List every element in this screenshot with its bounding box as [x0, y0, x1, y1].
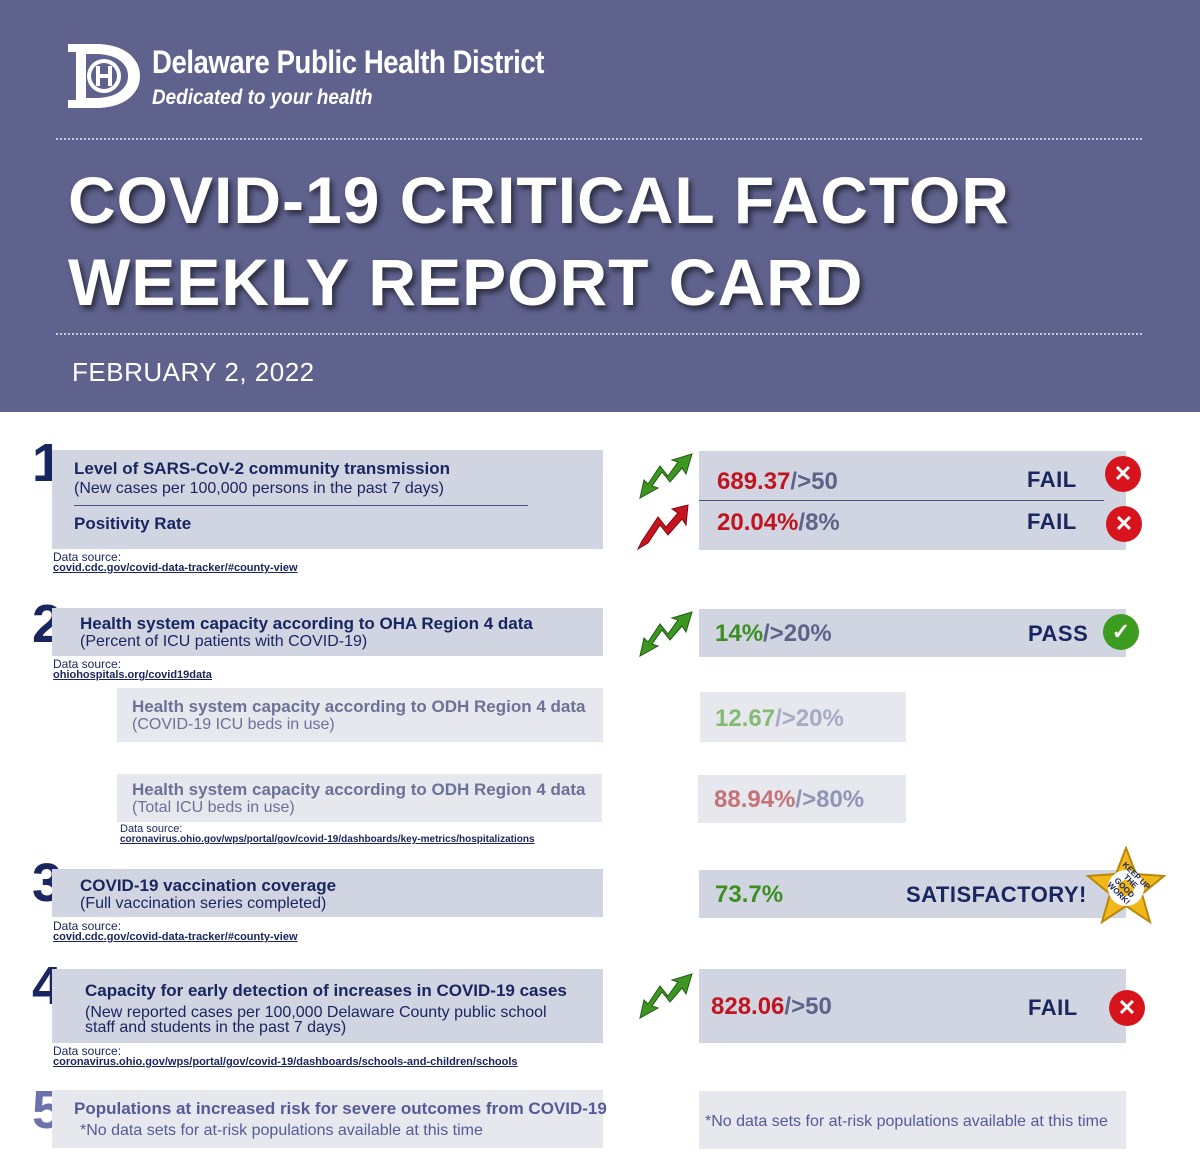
- pass-check-icon: ✓: [1103, 614, 1139, 650]
- metric-box: 689.37/>50 FAIL 20.04%/8% FAIL: [699, 451, 1126, 550]
- source-label: Data source:: [53, 919, 122, 933]
- star-badge-icon: [1086, 846, 1166, 925]
- dh-logo-icon: [68, 44, 140, 108]
- status-fail: FAIL: [1027, 509, 1077, 534]
- report-date: FEBRUARY 2, 2022: [72, 357, 315, 387]
- factor-1-box: Level of SARS-CoV-2 community transmissi…: [52, 450, 603, 549]
- factor-subtext: (Total ICU beds in use): [132, 799, 295, 816]
- factor-heading: Health system capacity according to ODH …: [132, 697, 586, 716]
- trend-down-arrow-icon: [639, 973, 693, 1019]
- metric-box: 73.7% SATISFACTORY!: [699, 870, 1126, 918]
- status-pass: PASS: [1028, 621, 1089, 646]
- factor-heading: Health system capacity according to OHA …: [80, 614, 533, 633]
- metric-value: 20.04%/8%: [717, 509, 840, 536]
- factor-heading: Positivity Rate: [74, 514, 192, 533]
- metric-value: 88.94%/>80%: [714, 786, 865, 813]
- factor-3-box: COVID-19 vaccination coverage (Full vacc…: [52, 869, 603, 917]
- factor-subtext: *No data sets for at-risk populations av…: [80, 1122, 483, 1139]
- source-link[interactable]: covid.cdc.gov/covid-data-tracker/#county…: [53, 931, 298, 943]
- trend-down-arrow-icon: [639, 611, 693, 657]
- status-fail: FAIL: [1028, 995, 1078, 1020]
- factor-heading: Health system capacity according to ODH …: [132, 780, 586, 799]
- source-link[interactable]: covid.cdc.gov/covid-data-tracker/#county…: [53, 562, 298, 574]
- trend-up-arrow-icon: [636, 504, 689, 551]
- factor-subtext: staff and students in the past 7 days): [85, 1019, 347, 1036]
- metric-value: 828.06/>50: [711, 993, 832, 1020]
- source-link[interactable]: coronavirus.ohio.gov/wps/portal/gov/covi…: [53, 1056, 518, 1068]
- factor-subtext: (New reported cases per 100,000 Delaware…: [85, 1004, 547, 1021]
- dotted-divider: [56, 333, 1142, 335]
- factor-2-sub-1-box: Health system capacity according to ODH …: [117, 688, 603, 742]
- metric-box: 12.67/>20%: [700, 692, 906, 742]
- header-banner: Delaware Public Health District Dedicate…: [0, 0, 1200, 412]
- source-label: Data source:: [53, 657, 122, 671]
- factor-2-sub-2-box: Health system capacity according to ODH …: [117, 774, 602, 822]
- divider: [74, 505, 528, 506]
- status-satisfactory: SATISFACTORY!: [906, 882, 1087, 907]
- metric-value: 689.37/>50: [717, 468, 838, 495]
- factor-4-box: Capacity for early detection of increase…: [52, 969, 603, 1043]
- source-label: Data source:: [120, 823, 183, 835]
- factor-subtext: (Full vaccination series completed): [80, 895, 327, 912]
- source-link[interactable]: ohiohospitals.org/covid19data: [53, 669, 212, 681]
- fail-x-icon: ✕: [1105, 456, 1141, 492]
- metric-box: 828.06/>50 FAIL: [699, 969, 1126, 1043]
- metric-value: 73.7%: [715, 881, 784, 908]
- factor-subtext: (New cases per 100,000 persons in the pa…: [74, 480, 444, 497]
- factor-heading: Level of SARS-CoV-2 community transmissi…: [74, 459, 450, 478]
- status-fail: FAIL: [1027, 467, 1077, 492]
- factor-2-box: Health system capacity according to OHA …: [52, 608, 603, 656]
- page-title-line-1: COVID-19 CRITICAL FACTOR: [68, 163, 1010, 237]
- source-label: Data source:: [53, 1044, 122, 1058]
- source-link[interactable]: coronavirus.ohio.gov/wps/portal/gov/covi…: [120, 834, 535, 845]
- metric-value: 12.67/>20%: [715, 705, 844, 732]
- metric-box: 88.94%/>80%: [698, 775, 906, 823]
- metric-box: *No data sets for at-risk populations av…: [699, 1091, 1126, 1149]
- factor-heading: COVID-19 vaccination coverage: [80, 876, 337, 895]
- org-name: Delaware Public Health District: [152, 44, 544, 80]
- tagline: Dedicated to your health: [152, 86, 373, 109]
- fail-x-icon: ✕: [1106, 506, 1142, 542]
- page-title-line-2: WEEKLY REPORT CARD: [68, 245, 864, 319]
- no-data-text: *No data sets for at-risk populations av…: [705, 1113, 1108, 1130]
- dotted-divider: [56, 138, 1142, 140]
- trend-down-arrow-icon: [639, 453, 693, 499]
- factor-subtext: (Percent of ICU patients with COVID-19): [80, 633, 368, 650]
- fail-x-icon: ✕: [1109, 990, 1145, 1026]
- source-label: Data source:: [53, 550, 122, 564]
- metric-value: 14%/>20%: [715, 620, 832, 647]
- factor-5-box: Populations at increased risk for severe…: [52, 1090, 607, 1148]
- factor-subtext: (COVID-19 ICU beds in use): [132, 716, 335, 733]
- metric-box: 14%/>20% PASS: [699, 609, 1126, 657]
- factor-heading: Populations at increased risk for severe…: [74, 1099, 607, 1118]
- divider: [699, 500, 1104, 501]
- factor-heading: Capacity for early detection of increase…: [85, 981, 567, 1000]
